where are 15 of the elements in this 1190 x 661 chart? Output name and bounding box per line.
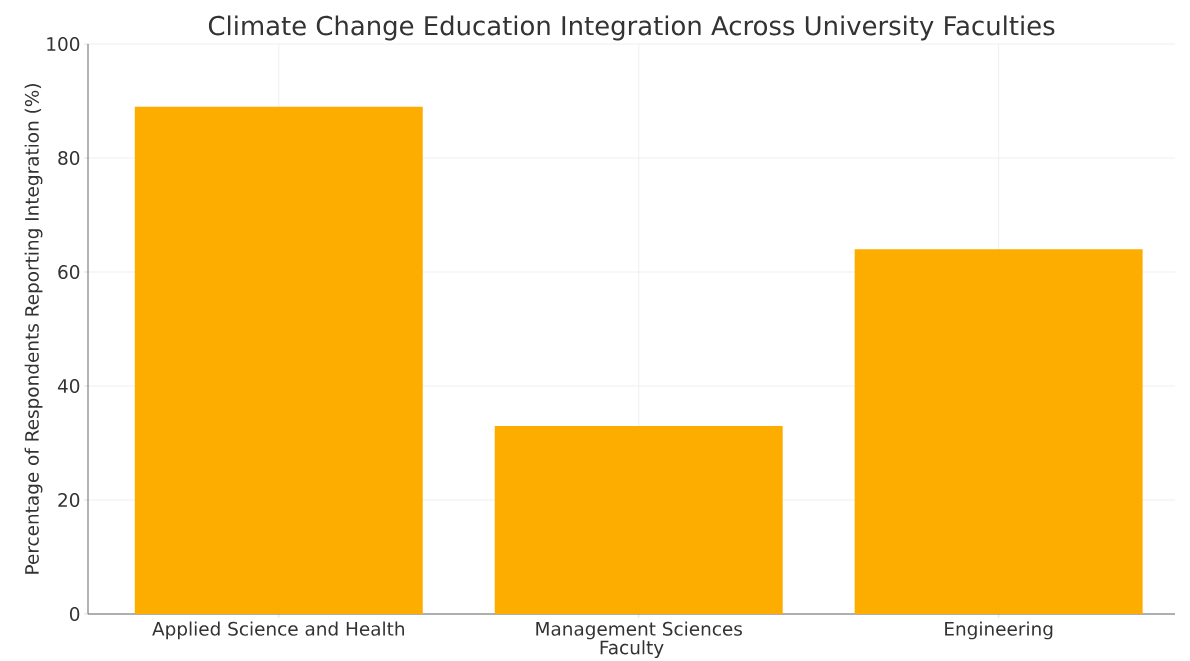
x-tick-label: Engineering <box>945 621 1053 640</box>
y-tick-label: 60 <box>58 265 80 279</box>
bar <box>494 425 783 614</box>
y-tick-label: 20 <box>58 493 80 507</box>
y-tick-label: 40 <box>57 379 80 393</box>
y-tick-label: 80 <box>58 151 80 165</box>
bar <box>134 106 423 614</box>
x-axis-title: Faculty <box>600 640 664 659</box>
x-tick-label: Applied Science and Health <box>152 621 404 640</box>
y-tick-label: 0 <box>69 607 80 621</box>
y-tick-label: 100 <box>47 37 80 51</box>
chart-title: Climate Change Education Integration Across University Faculties <box>208 15 1055 41</box>
y-axis-title: Percentage of Respondents Reporting Integration (%) <box>24 84 43 574</box>
bar <box>854 249 1143 614</box>
x-tick-label: Management Sciences <box>536 621 742 640</box>
